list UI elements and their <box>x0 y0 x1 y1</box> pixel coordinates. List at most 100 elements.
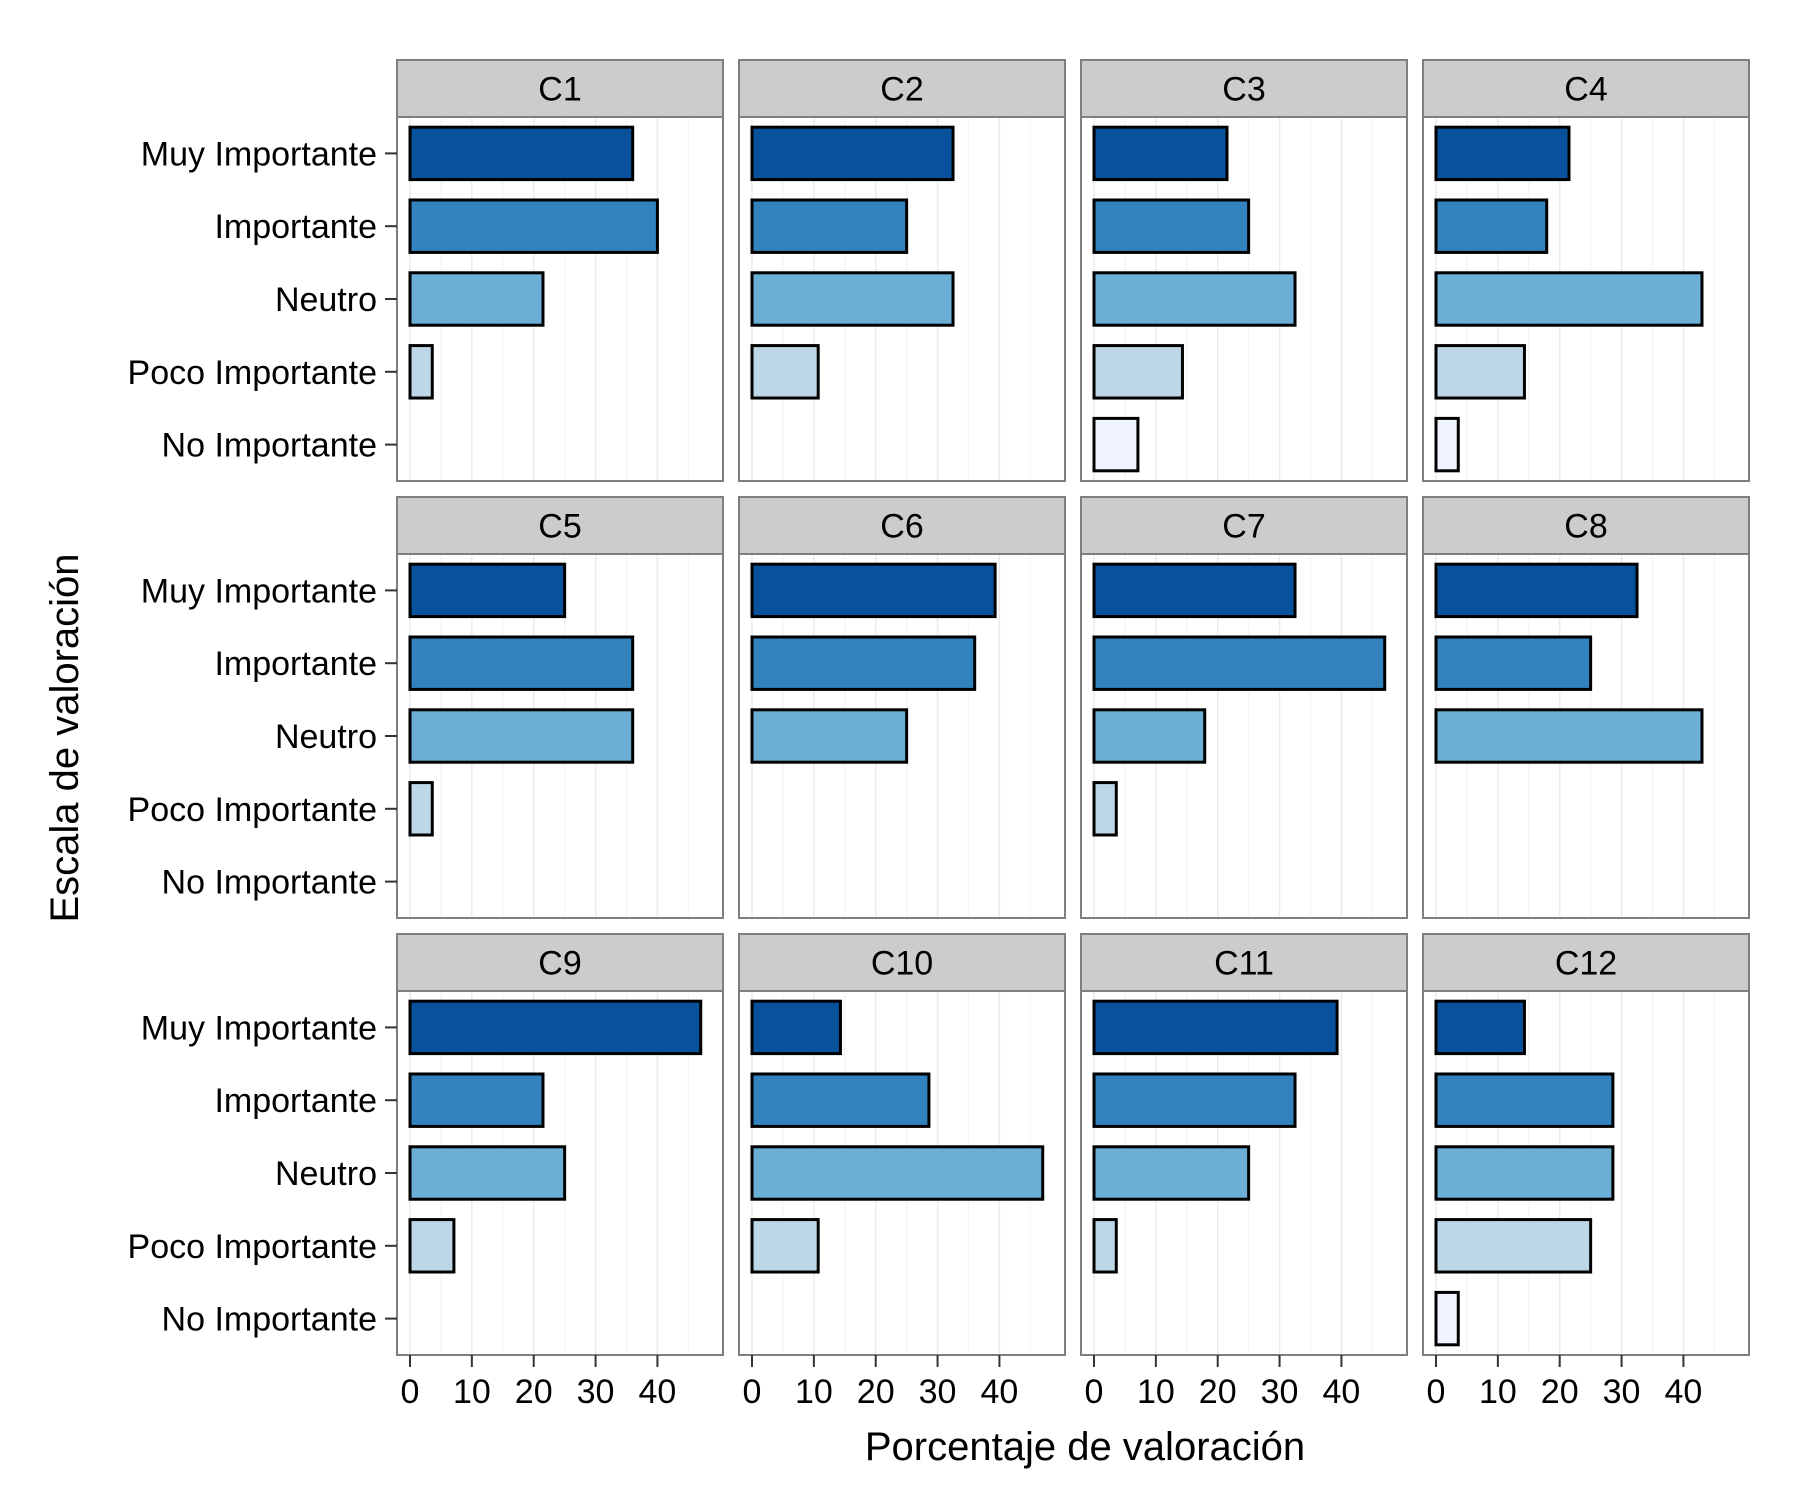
x-tick-label: 20 <box>1541 1373 1579 1411</box>
bar-poco-importante <box>1434 1218 1593 1274</box>
x-tick-label: 30 <box>1261 1373 1299 1411</box>
bar-neutro <box>1092 271 1297 327</box>
y-tick-label: Muy Importante <box>141 1009 377 1047</box>
facet-strip <box>1080 496 1408 555</box>
x-axis-title: Porcentaje de valoración <box>865 1425 1305 1469</box>
bar-importante <box>1434 198 1549 254</box>
bar-neutro <box>750 1145 1045 1201</box>
bar-poco-importante <box>1434 344 1526 400</box>
y-tick-label: Neutro <box>275 718 377 756</box>
x-tick-label: 30 <box>577 1373 615 1411</box>
bar-importante <box>1092 1072 1297 1128</box>
bar-importante <box>408 635 635 691</box>
panel-c3: C3 <box>1080 59 1408 482</box>
x-tick-label: 40 <box>639 1373 677 1411</box>
facet-strip-label: C11 <box>1214 945 1274 983</box>
bar-muy-importante <box>1434 562 1639 619</box>
x-tick-label: 10 <box>1137 1373 1175 1411</box>
bar-importante <box>1434 635 1593 691</box>
bar-poco-importante <box>1092 344 1184 400</box>
panel-c6: C6 <box>738 496 1066 919</box>
y-tick-label: Poco Importante <box>128 354 377 392</box>
panel-c7: C7 <box>1080 496 1408 919</box>
bar-importante <box>1092 198 1251 254</box>
panel-c11: C11 0 10 20 30 40 <box>1080 933 1408 1411</box>
bar-muy-importante <box>408 125 635 182</box>
bar-neutro <box>1092 708 1207 764</box>
bar-importante <box>408 1072 545 1128</box>
x-tick-label: 40 <box>1323 1373 1361 1411</box>
bar-importante <box>1092 635 1387 691</box>
x-tick-label: 0 <box>401 1373 420 1411</box>
facet-strip-label: C4 <box>1564 71 1607 109</box>
bar-no-importante <box>1434 416 1460 473</box>
x-tick-label: 0 <box>1427 1373 1446 1411</box>
facet-strip <box>1422 59 1750 118</box>
y-tick-label: Poco Importante <box>128 791 377 829</box>
facet-strip-label: C12 <box>1555 945 1617 983</box>
panel-c10: C10 0 10 20 30 40 <box>738 933 1066 1411</box>
y-axis-title: Escala de valoración <box>43 553 87 922</box>
bar-neutro <box>1434 1145 1615 1201</box>
facet-strip <box>396 59 724 118</box>
y-tick-label: Muy Importante <box>141 572 377 610</box>
x-tick-label: 20 <box>857 1373 895 1411</box>
bar-poco-importante <box>408 781 434 837</box>
y-tick-label: Poco Importante <box>128 1228 377 1266</box>
bar-muy-importante <box>1092 125 1229 182</box>
bar-poco-importante <box>1092 781 1118 837</box>
bar-muy-importante <box>1434 999 1526 1056</box>
bar-neutro <box>408 271 545 327</box>
bar-muy-importante <box>1092 999 1339 1056</box>
bar-importante <box>750 1072 931 1128</box>
y-tick-label: Neutro <box>275 1155 377 1193</box>
facet-strip-label: C5 <box>538 508 581 546</box>
y-tick-label: No Importante <box>162 1301 377 1339</box>
bar-neutro <box>750 708 909 764</box>
facet-strip <box>738 59 1066 118</box>
x-tick-label: 0 <box>743 1373 762 1411</box>
facet-strip-label: C9 <box>538 945 581 983</box>
panel-c8: C8 <box>1422 496 1750 919</box>
bar-no-importante <box>1092 416 1140 473</box>
x-tick-label: 20 <box>515 1373 553 1411</box>
facet-strip-label: C10 <box>871 945 933 983</box>
x-tick-label: 10 <box>795 1373 833 1411</box>
x-tick-label: 10 <box>453 1373 491 1411</box>
bar-neutro <box>408 708 635 764</box>
y-tick-label: No Importante <box>162 427 377 465</box>
bar-poco-importante <box>408 1218 456 1274</box>
facet-strip <box>1422 933 1750 992</box>
bar-muy-importante <box>750 562 997 619</box>
x-tick-label: 0 <box>1085 1373 1104 1411</box>
bar-importante <box>750 198 909 254</box>
panel-c2: C2 <box>738 59 1066 482</box>
bar-neutro <box>1434 708 1704 764</box>
y-tick-label: Muy Importante <box>141 135 377 173</box>
panel-c1: C1 Muy Importante Importante Neutro Poco Imp… <box>128 59 724 482</box>
bar-no-importante <box>1434 1290 1460 1347</box>
y-tick-label: Importante <box>214 645 377 683</box>
facet-strip <box>1080 59 1408 118</box>
bar-muy-importante <box>1434 125 1571 182</box>
panel-c9: C9 Muy Importante Importante Neutro Poco Imp… <box>128 933 724 1411</box>
bar-muy-importante <box>750 999 842 1056</box>
facet-strip <box>738 496 1066 555</box>
facet-strip <box>1422 496 1750 555</box>
facet-strip-label: C7 <box>1222 508 1265 546</box>
x-tick-label: 30 <box>919 1373 957 1411</box>
y-tick-label: No Importante <box>162 864 377 902</box>
x-tick-label: 20 <box>1199 1373 1237 1411</box>
bar-muy-importante <box>408 562 567 619</box>
facet-strip-label: C3 <box>1222 71 1265 109</box>
bar-neutro <box>1092 1145 1251 1201</box>
bar-importante <box>408 198 659 254</box>
x-tick-label: 30 <box>1603 1373 1641 1411</box>
facet-panels: C1 Muy Importante Importante Neutro Poco Imp… <box>128 59 1750 1411</box>
bar-poco-importante <box>1092 1218 1118 1274</box>
facet-strip-label: C1 <box>538 71 581 109</box>
panel-c12: C12 0 10 20 30 40 <box>1422 933 1750 1411</box>
facet-strip-label: C6 <box>880 508 923 546</box>
facet-strip-label: C8 <box>1564 508 1607 546</box>
